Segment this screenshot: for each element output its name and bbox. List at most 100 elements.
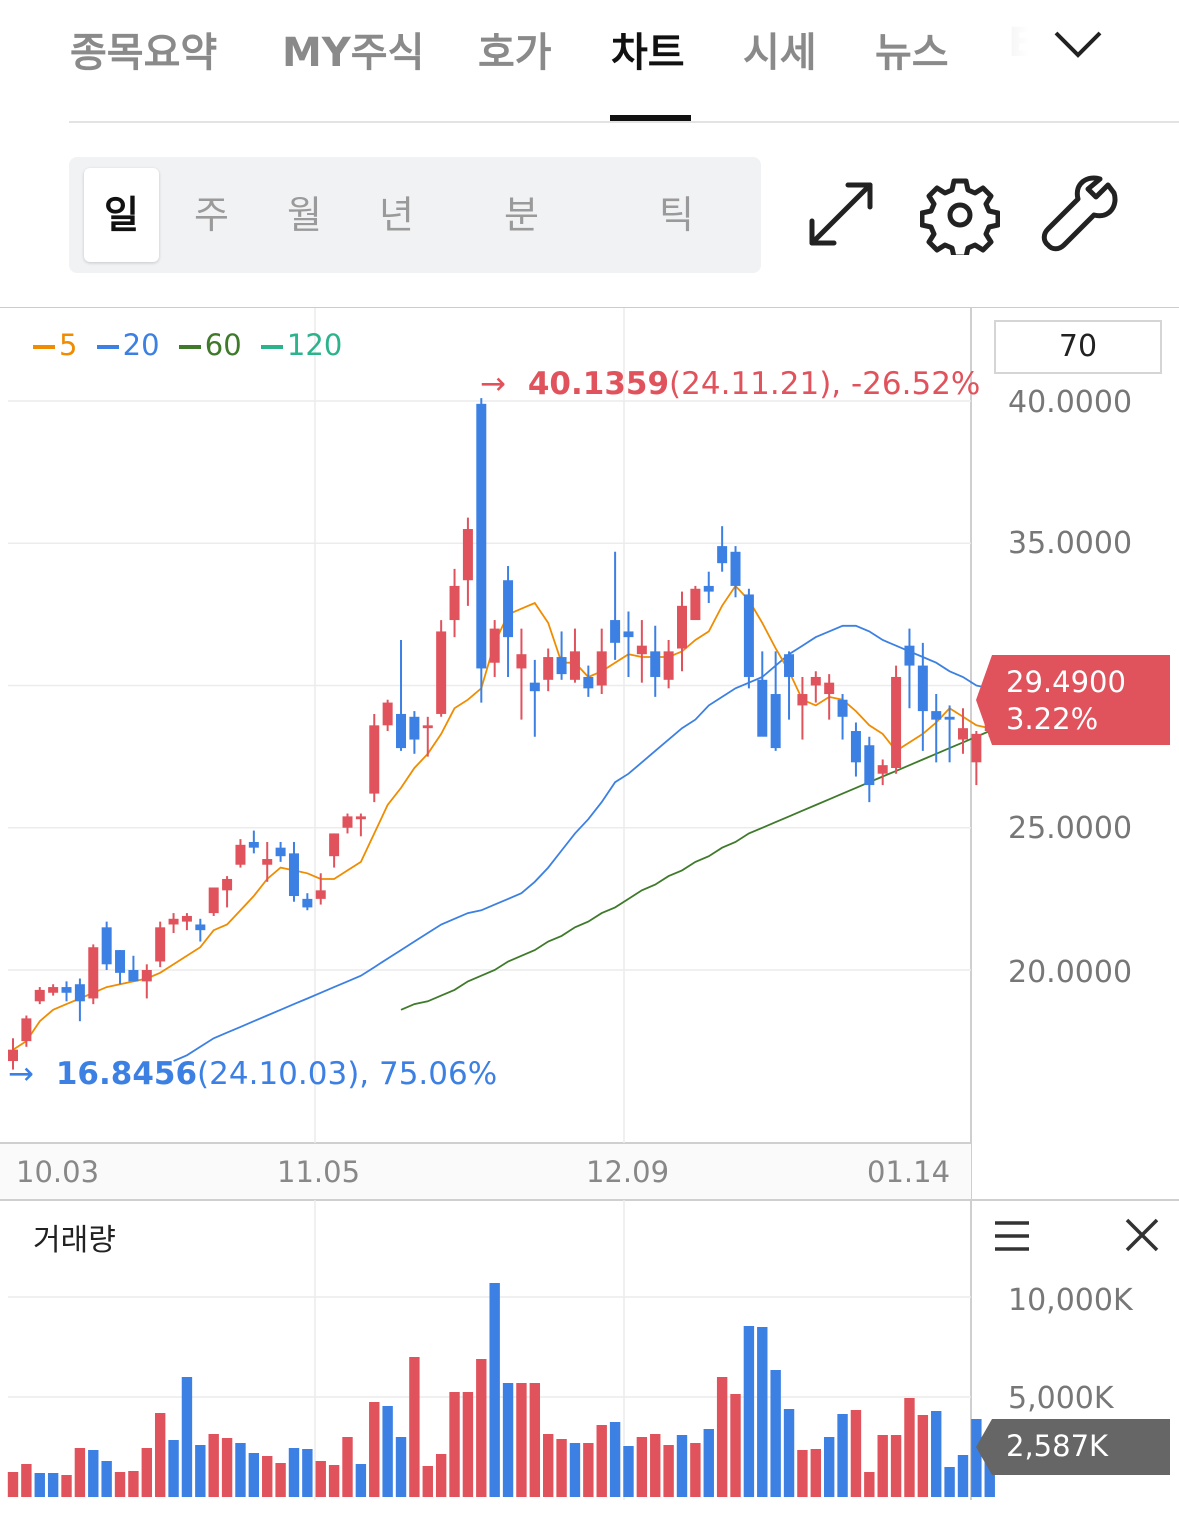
period-day[interactable]: 일 [84,168,159,262]
current-volume-tag [976,1419,1170,1475]
volume-bar [101,1461,112,1497]
candle-body [917,665,928,712]
tab-chart[interactable]: 차트 [611,30,685,76]
candle-body [810,676,821,686]
ma20-line [173,624,990,1062]
x-tick-label: 11.05 [277,1155,361,1189]
period-month[interactable]: 월 [287,193,322,237]
volume-bar [609,1422,621,1497]
candle-body [382,702,393,726]
volume-bar [810,1449,821,1497]
menu-icon[interactable] [993,1218,1031,1254]
wrench-icon[interactable] [1038,175,1118,255]
volume-title: 거래량 [33,1223,116,1258]
candle-body [971,733,982,763]
candle-body [208,887,219,914]
volume-bar [944,1467,955,1497]
candle-body [636,645,647,655]
volume-bar [476,1359,487,1497]
x-tick-label: 10.03 [16,1155,100,1189]
candle-body [302,898,313,908]
volume-bar [34,1473,45,1497]
candle-body [529,682,540,692]
ma5-swatch [33,345,55,349]
close-icon[interactable] [1124,1217,1160,1253]
period-minute[interactable]: 분 [504,193,539,237]
volume-bar [114,1472,126,1497]
chevron-down-icon[interactable] [1052,25,1104,65]
volume-bar [61,1475,72,1497]
candle-body [74,984,85,1002]
current-price-change: 3.22% [1006,702,1099,736]
candle-body [181,915,192,922]
candle-body [315,890,326,899]
volume-bar [877,1435,888,1497]
expand-icon[interactable] [802,175,882,255]
volume-bar [262,1456,273,1497]
candle-body [48,987,59,993]
volume-bar [757,1327,768,1497]
period-year[interactable]: 년 [379,193,414,237]
ma120-swatch [260,345,283,349]
candle-body [235,844,246,865]
period-tick[interactable]: 틱 [659,193,694,237]
x-tick-label: 01.14 [867,1155,951,1189]
volume-bar [957,1455,969,1497]
volume-bar [195,1445,206,1497]
volume-bar [422,1466,433,1497]
volume-bar [690,1443,701,1497]
volume-bar [636,1437,648,1497]
candle-count-input[interactable]: 70 [994,320,1162,374]
y-tick-label: 40.0000 [1008,385,1133,420]
candle-body [931,711,942,720]
candle-body [275,847,286,857]
candle-body [329,833,340,857]
min-arrow: → [8,1056,34,1092]
tab-news[interactable]: 뉴스 [875,30,949,76]
volume-bar [128,1471,139,1497]
volume-bar [770,1370,781,1497]
candle-body [784,654,795,677]
y-tick-label: 25.0000 [1008,811,1133,846]
candle-body [8,1049,18,1062]
volume-bar [569,1443,581,1497]
candle-body [21,1018,32,1042]
volume-bar [583,1443,594,1497]
period-week[interactable]: 주 [194,193,229,237]
volume-bar [7,1472,19,1497]
min-price-text: 16.8456 [55,1056,198,1092]
volume-bar [783,1409,795,1497]
tab-summary[interactable]: 종목요약 [70,30,218,76]
candle-body [850,731,861,763]
candle-body [677,605,687,649]
ma60-swatch [178,345,201,349]
ma60-line [400,730,991,1011]
tab-bar: 종목요약 MY주식 호가 차트 시세 뉴스 E [0,0,1179,124]
tab-my-stock[interactable]: MY주식 [282,30,425,76]
tab-prices[interactable]: 시세 [743,30,817,76]
volume-bar [168,1440,179,1497]
volume-bar [730,1394,741,1497]
candle-body [155,927,166,962]
candle-body [583,676,594,689]
candle-body [503,580,514,638]
candle-body [596,651,607,686]
tab-orderbook[interactable]: 호가 [478,30,552,76]
volume-bar [516,1383,527,1497]
candle-body [128,970,139,982]
ma20-swatch [96,345,119,349]
volume-bar [435,1454,447,1497]
volume-bar [302,1449,313,1497]
candle-body [34,989,45,1002]
candle-body [904,645,915,666]
current-price-tag [976,655,1170,745]
candle-body [743,594,754,677]
gear-icon[interactable] [920,175,1000,255]
min-price-detail: (24.10.03), 75.06% [197,1056,498,1092]
volume-bar [462,1392,474,1497]
volume-bar [743,1326,755,1497]
candle-body [891,676,902,769]
volume-bar [676,1435,688,1497]
legend-ma20: 20 [122,328,160,362]
